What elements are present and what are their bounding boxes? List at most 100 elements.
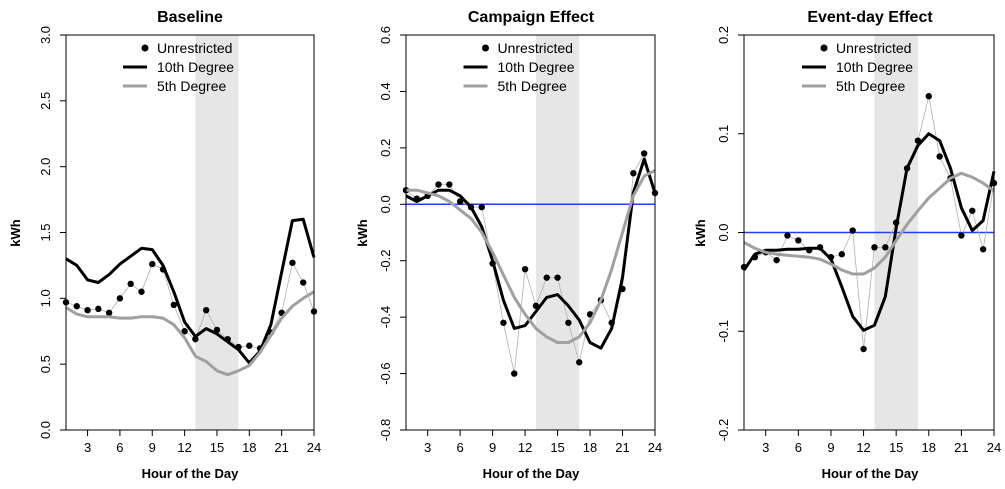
plot-frame xyxy=(65,34,315,431)
y-axis-title: kWh xyxy=(355,219,370,247)
unrestricted-point xyxy=(84,306,91,314)
unrestricted-point xyxy=(860,345,867,353)
x-tick-label: 21 xyxy=(954,440,968,455)
x-tick-label: 24 xyxy=(648,440,662,455)
unrestricted-point xyxy=(435,181,442,188)
y-tick-label: 0.6 xyxy=(378,26,393,44)
unrestricted-point xyxy=(511,370,518,377)
unrestricted-point xyxy=(127,280,134,288)
x-tick-label: 9 xyxy=(489,440,496,455)
x-tick-label: 18 xyxy=(242,440,256,455)
unrestricted-point xyxy=(170,301,178,309)
unrestricted-connector-line xyxy=(743,96,995,350)
plot-frame xyxy=(405,34,656,431)
y-tick-label: -0.4 xyxy=(378,306,393,328)
10th-degree-line xyxy=(405,157,657,350)
unrestricted-point xyxy=(882,244,889,251)
unrestricted-point xyxy=(149,260,156,268)
legend-marker-unrestricted xyxy=(141,44,149,52)
unrestricted-point xyxy=(105,309,113,317)
y-tick-label: 0.0 xyxy=(378,195,393,213)
5th-degree-line xyxy=(743,171,995,276)
x-tick-label: 3 xyxy=(762,440,769,455)
y-tick-label: 0.4 xyxy=(378,82,393,100)
panel-event-day-effect: Event-day Effect Hour of the Day kWh 3 6 9… xyxy=(693,9,1001,481)
unrestricted-point xyxy=(192,335,199,343)
x-tick-label: 15 xyxy=(210,440,224,455)
unrestricted-point xyxy=(958,232,965,239)
legend-marker-unrestricted xyxy=(820,44,828,52)
unrestricted-point xyxy=(202,306,210,314)
y-tick-label: 3.0 xyxy=(38,26,53,44)
y-tick-label: -0.2 xyxy=(378,250,393,272)
unrestricted-point xyxy=(500,319,507,326)
y-axis-title: kWh xyxy=(693,219,708,247)
y-tick-label: 2.0 xyxy=(38,158,53,176)
y-tick-label: 0.5 xyxy=(38,355,53,373)
y-tick-label: 0.2 xyxy=(378,139,393,157)
legend-label: 10th Degree xyxy=(836,59,913,75)
x-tick-label: 15 xyxy=(550,440,564,455)
chart-title: Event-day Effect xyxy=(807,9,933,26)
x-axis-title: Hour of the Day xyxy=(822,466,920,481)
unrestricted-point xyxy=(784,232,791,239)
x-tick-label: 18 xyxy=(583,440,597,455)
unrestricted-connector-line xyxy=(65,261,315,349)
legend-label: Unrestricted xyxy=(498,40,573,56)
legend-label: Unrestricted xyxy=(836,40,911,56)
legend-label: Unrestricted xyxy=(157,40,232,56)
legend-label: 10th Degree xyxy=(157,59,234,75)
chart-title: Campaign Effect xyxy=(468,9,595,26)
y-tick-label: -0.1 xyxy=(716,320,731,342)
unrestricted-point xyxy=(640,150,648,157)
chart-title: Baseline xyxy=(157,9,223,26)
5th-degree-line xyxy=(65,290,315,377)
panel-campaign-effect: Campaign Effect Hour of the Day kWh 3 6 9 1… xyxy=(355,9,662,481)
x-tick-label: 21 xyxy=(615,440,629,455)
y-tick-label: 0.1 xyxy=(716,125,731,143)
unrestricted-point xyxy=(456,198,464,205)
unrestricted-point xyxy=(73,303,80,310)
panel-baseline: Baseline Hour of the Day kWh 3 6 9 12 15 18 21… xyxy=(8,9,321,481)
unrestricted-point xyxy=(969,207,976,214)
shaded-band xyxy=(535,35,580,430)
y-tick-label: 1.0 xyxy=(38,289,53,307)
unrestricted-point xyxy=(795,237,802,244)
unrestricted-point xyxy=(925,93,932,100)
y-tick-label: 1.5 xyxy=(38,223,53,241)
y-tick-label: 0.0 xyxy=(38,421,53,439)
x-tick-label: 9 xyxy=(827,440,834,455)
x-tick-label: 6 xyxy=(116,440,123,455)
x-tick-label: 24 xyxy=(307,440,321,455)
x-tick-label: 15 xyxy=(889,440,903,455)
unrestricted-point xyxy=(576,359,583,366)
unrestricted-point xyxy=(849,227,856,234)
x-tick-label: 12 xyxy=(177,440,191,455)
x-tick-label: 21 xyxy=(274,440,288,455)
x-tick-label: 9 xyxy=(149,440,156,455)
x-tick-label: 6 xyxy=(795,440,802,455)
10th-degree-line xyxy=(65,217,316,365)
unrestricted-point xyxy=(521,265,529,273)
unrestricted-point xyxy=(565,319,572,326)
legend-marker-unrestricted xyxy=(482,44,489,52)
legend-label: 10th Degree xyxy=(498,59,575,75)
unrestricted-point xyxy=(630,170,637,177)
y-tick-label: 0.2 xyxy=(716,26,731,44)
shaded-band xyxy=(195,35,239,430)
unrestricted-point xyxy=(300,279,307,286)
x-tick-label: 12 xyxy=(856,440,870,455)
legend-label: 5th Degree xyxy=(157,78,226,94)
x-axis-title: Hour of the Day xyxy=(142,466,240,481)
x-tick-label: 3 xyxy=(424,440,431,455)
unrestricted-point xyxy=(95,305,102,313)
unrestricted-point xyxy=(246,342,253,349)
y-tick-label: -0.6 xyxy=(378,362,393,384)
x-tick-label: 12 xyxy=(518,440,532,455)
x-tick-label: 18 xyxy=(922,440,936,455)
unrestricted-point xyxy=(289,259,296,266)
unrestricted-point xyxy=(554,274,561,281)
unrestricted-point xyxy=(446,181,453,188)
legend-label: 5th Degree xyxy=(836,78,905,94)
